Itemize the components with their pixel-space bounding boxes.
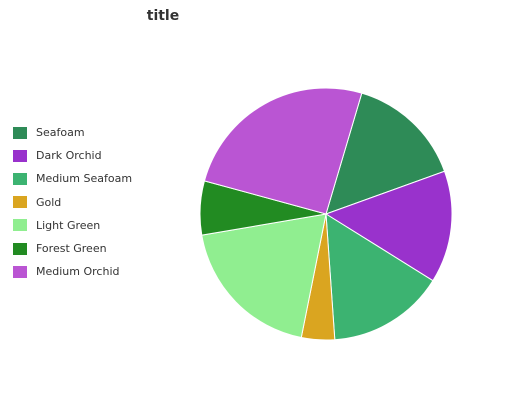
legend-label-gold: Gold: [36, 195, 62, 209]
legend-swatch-dark-orchid: [13, 149, 27, 162]
pie-slice-medium-orchid: [203, 87, 363, 215]
legend-swatch-medium-orchid: [13, 265, 27, 278]
legend-label-seafoam: Seafoam: [36, 126, 85, 140]
legend-label-forest-green: Forest Green: [36, 242, 107, 256]
legend: Seafoam Dark Orchid Medium Seafoam Gold Ligh…: [13, 121, 132, 283]
legend-label-medium-seafoam: Medium Seafoam: [36, 172, 133, 186]
legend-item-medium-seafoam: Medium Seafoam: [13, 167, 132, 190]
legend-item-seafoam: Seafoam: [13, 121, 132, 144]
legend-swatch-gold: [13, 196, 27, 209]
legend-label-light-green: Light Green: [36, 218, 101, 232]
legend-label-dark-orchid: Dark Orchid: [36, 149, 102, 163]
legend-item-medium-orchid: Medium Orchid: [13, 260, 132, 283]
pie-slice-light-green: [201, 213, 327, 339]
pie-slice-seafoam: [325, 92, 446, 215]
pie-slice-medium-seafoam: [325, 213, 434, 341]
legend-swatch-medium-seafoam: [13, 172, 27, 185]
legend-item-gold: Gold: [13, 191, 132, 214]
legend-swatch-forest-green: [13, 242, 27, 255]
legend-swatch-light-green: [13, 219, 27, 232]
legend-item-light-green: Light Green: [13, 214, 132, 237]
legend-item-dark-orchid: Dark Orchid: [13, 144, 132, 167]
legend-label-medium-orchid: Medium Orchid: [36, 265, 120, 279]
legend-swatch-seafoam: [13, 126, 27, 139]
chart-title: title: [146, 8, 180, 24]
legend-item-forest-green: Forest Green: [13, 237, 132, 260]
pie-slice-dark-orchid: [324, 170, 453, 282]
